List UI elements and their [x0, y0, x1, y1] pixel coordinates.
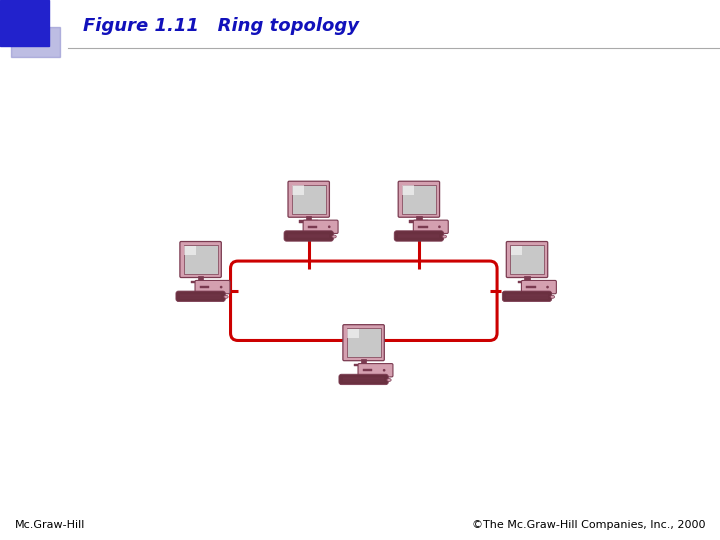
FancyBboxPatch shape: [395, 231, 444, 241]
Bar: [418, 226, 428, 228]
FancyBboxPatch shape: [176, 291, 225, 301]
Bar: [346, 328, 381, 357]
Bar: [526, 286, 536, 288]
FancyBboxPatch shape: [358, 363, 393, 377]
Text: ©The Mc.Graw-Hill Companies, Inc., 2000: ©The Mc.Graw-Hill Companies, Inc., 2000: [472, 520, 706, 530]
Bar: [184, 246, 196, 255]
Circle shape: [328, 225, 330, 228]
Circle shape: [546, 286, 549, 288]
FancyBboxPatch shape: [180, 241, 221, 278]
Bar: [362, 369, 372, 372]
Bar: [184, 245, 217, 274]
Text: Mc.Graw-Hill: Mc.Graw-Hill: [14, 520, 85, 530]
FancyBboxPatch shape: [284, 231, 333, 241]
Bar: [292, 185, 325, 213]
Bar: [199, 286, 210, 288]
Bar: [306, 216, 312, 221]
FancyBboxPatch shape: [195, 280, 230, 294]
Circle shape: [438, 225, 441, 228]
Ellipse shape: [332, 235, 336, 238]
Ellipse shape: [442, 235, 446, 238]
Circle shape: [383, 369, 385, 372]
FancyBboxPatch shape: [506, 241, 548, 278]
Bar: [292, 185, 304, 195]
Bar: [524, 276, 530, 282]
Bar: [347, 329, 359, 338]
FancyBboxPatch shape: [503, 291, 552, 301]
FancyBboxPatch shape: [288, 181, 330, 217]
Bar: [410, 220, 428, 223]
Bar: [354, 364, 373, 367]
Bar: [402, 185, 414, 195]
Bar: [198, 276, 203, 282]
FancyBboxPatch shape: [339, 374, 388, 384]
Circle shape: [220, 286, 222, 288]
Text: Figure 1.11   Ring topology: Figure 1.11 Ring topology: [83, 17, 359, 35]
Bar: [300, 220, 318, 223]
Bar: [518, 281, 536, 284]
FancyBboxPatch shape: [343, 325, 384, 361]
Ellipse shape: [387, 379, 391, 381]
Ellipse shape: [550, 295, 554, 298]
FancyBboxPatch shape: [413, 220, 449, 233]
Bar: [416, 216, 422, 221]
Bar: [191, 281, 210, 284]
Ellipse shape: [224, 295, 228, 298]
FancyBboxPatch shape: [303, 220, 338, 233]
Bar: [510, 246, 522, 255]
FancyBboxPatch shape: [398, 181, 440, 217]
Bar: [307, 226, 318, 228]
FancyBboxPatch shape: [521, 280, 557, 294]
Bar: [510, 245, 544, 274]
Bar: [361, 360, 366, 365]
Bar: [402, 185, 436, 213]
